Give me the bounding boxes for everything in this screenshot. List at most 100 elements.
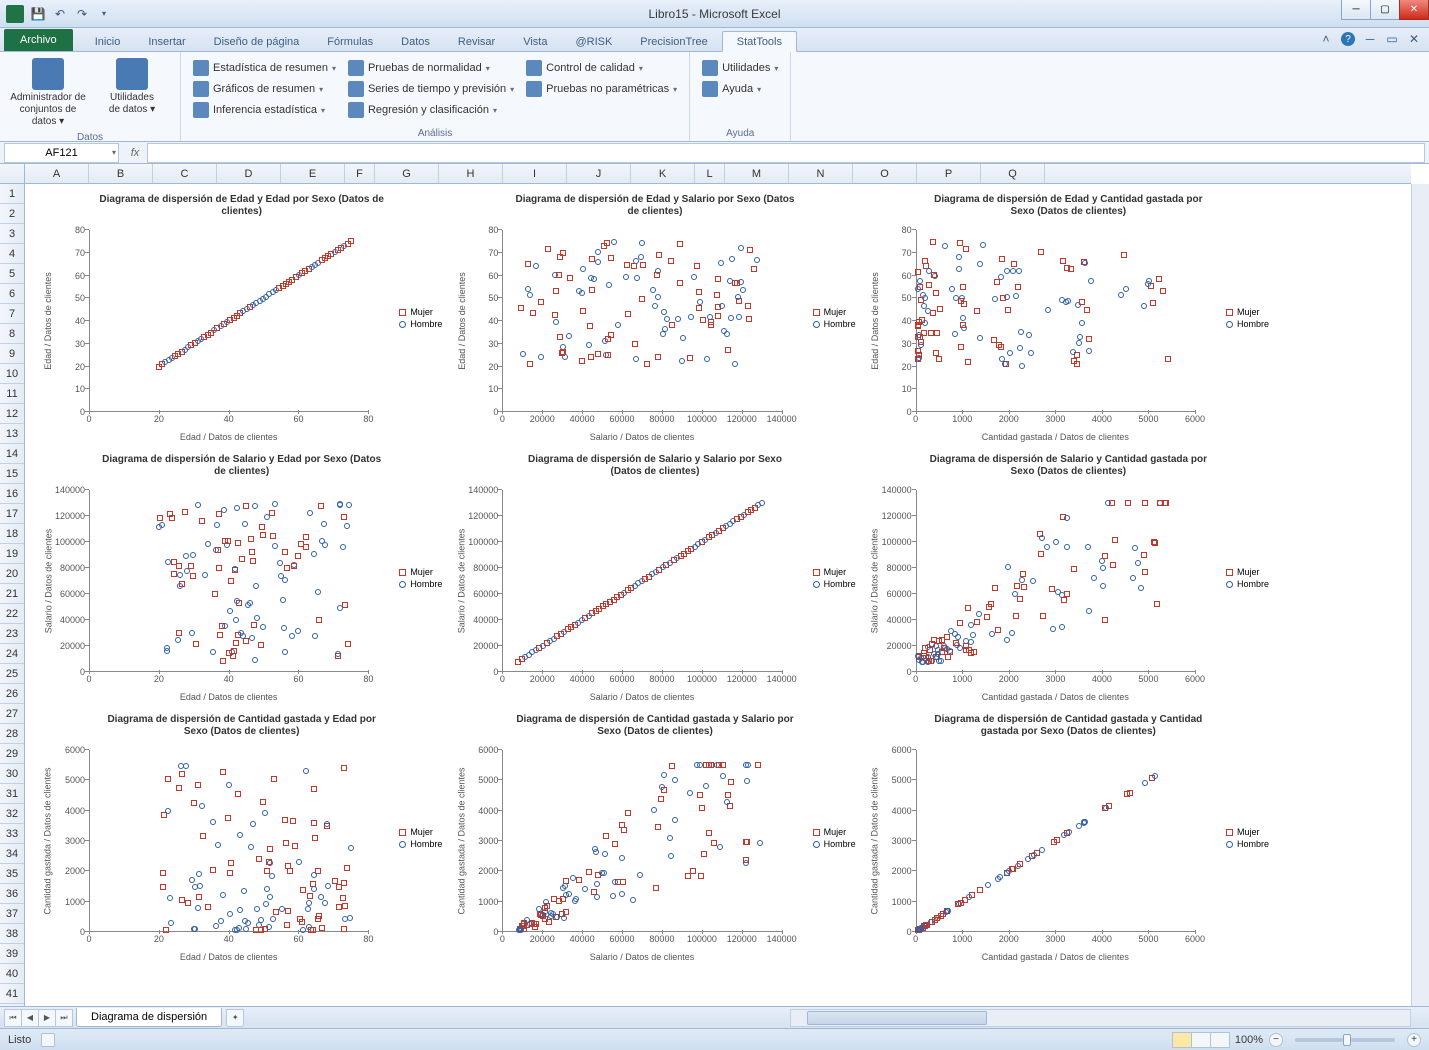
horizontal-scrollbar[interactable] [790,1009,1411,1027]
row-header[interactable]: 15 [0,464,24,484]
chart-panel[interactable]: Diagrama de dispersión de Cantidad gasta… [448,708,861,968]
chart-panel[interactable]: Diagrama de dispersión de Edad y Salario… [448,188,861,448]
row-header[interactable]: 12 [0,404,24,424]
column-header[interactable]: J [567,164,631,183]
row-header[interactable]: 26 [0,684,24,704]
row-header[interactable]: 24 [0,644,24,664]
formula-input[interactable] [147,143,1425,163]
sheet-nav-next[interactable]: ▶ [38,1009,56,1027]
row-header[interactable]: 28 [0,724,24,744]
tab-stattools[interactable]: StatTools [722,31,797,52]
select-all-corner[interactable] [0,164,25,184]
tab-revisar[interactable]: Revisar [444,32,509,51]
tab-datos[interactable]: Datos [387,32,444,51]
sheet-nav-prev[interactable]: ◀ [21,1009,39,1027]
zoom-out-button[interactable]: − [1269,1033,1283,1047]
minimize-ribbon-icon[interactable]: ˄ [1319,32,1333,46]
ribbon-item[interactable]: Gráficos de resumen▾ [189,79,340,99]
row-header[interactable]: 29 [0,744,24,764]
row-header[interactable]: 23 [0,624,24,644]
horizontal-scrollbar-thumb[interactable] [807,1011,987,1025]
row-header[interactable]: 37 [0,904,24,924]
ribbon-utilidades[interactable]: Utilidadesde datos ▾ [92,56,172,130]
column-header[interactable]: D [217,164,281,183]
tab-precisiontree[interactable]: PrecisionTree [626,32,721,51]
ribbon-item[interactable]: Control de calidad▾ [522,58,681,78]
row-header[interactable]: 31 [0,784,24,804]
redo-icon[interactable]: ↷ [74,6,90,22]
help-icon[interactable]: ? [1341,32,1355,46]
ribbon-item[interactable]: Pruebas no paramétricas▾ [522,79,681,99]
tab-insertar[interactable]: Insertar [134,32,199,51]
column-header[interactable]: H [439,164,503,183]
view-layout-button[interactable] [1191,1032,1211,1048]
row-header[interactable]: 17 [0,504,24,524]
column-header[interactable]: B [89,164,153,183]
zoom-slider-thumb[interactable] [1343,1034,1351,1046]
tab-vista[interactable]: Vista [509,32,561,51]
ribbon-administrador-de[interactable]: Administrador deconjuntos de datos ▾ [8,56,88,130]
column-header[interactable]: M [725,164,789,183]
column-header[interactable]: O [853,164,917,183]
ribbon-item[interactable]: Ayuda▾ [698,79,782,99]
row-header[interactable]: 2 [0,204,24,224]
maximize-button[interactable]: ▢ [1370,0,1400,20]
minimize-button[interactable]: ─ [1341,0,1371,20]
column-header[interactable]: K [631,164,695,183]
row-header[interactable]: 11 [0,384,24,404]
undo-icon[interactable]: ↶ [52,6,68,22]
sheet-nav-last[interactable]: ⏭ [55,1009,73,1027]
row-header[interactable]: 25 [0,664,24,684]
sheet-nav-first[interactable]: ⏮ [4,1009,22,1027]
close-button[interactable]: ✕ [1399,0,1429,20]
row-header[interactable]: 40 [0,964,24,984]
sheet-tab[interactable]: Diagrama de dispersión [76,1008,222,1027]
zoom-slider[interactable] [1295,1038,1395,1042]
row-header[interactable]: 35 [0,864,24,884]
chart-panel[interactable]: Diagrama de dispersión de Salario y Edad… [35,448,448,708]
macro-record-icon[interactable] [41,1033,55,1047]
view-normal-button[interactable] [1172,1032,1192,1048]
column-header[interactable]: F [345,164,375,183]
row-header[interactable]: 5 [0,264,24,284]
zoom-in-button[interactable]: + [1407,1033,1421,1047]
chart-panel[interactable]: Diagrama de dispersión de Edad y Edad po… [35,188,448,448]
row-header[interactable]: 3 [0,224,24,244]
row-header[interactable]: 8 [0,324,24,344]
row-header[interactable]: 36 [0,884,24,904]
row-header[interactable]: 19 [0,544,24,564]
column-header[interactable]: E [281,164,345,183]
chart-panel[interactable]: Diagrama de dispersión de Cantidad gasta… [35,708,448,968]
row-header[interactable]: 27 [0,704,24,724]
row-header[interactable]: 9 [0,344,24,364]
column-header[interactable]: A [25,164,89,183]
tab-diseodepgina[interactable]: Diseño de página [200,32,314,51]
name-box[interactable]: AF121▾ [4,143,119,163]
column-header[interactable]: L [695,164,725,183]
ribbon-item[interactable]: Utilidades▾ [698,58,782,78]
vertical-scrollbar[interactable] [1411,184,1429,1006]
chart-panel[interactable]: Diagrama de dispersión de Cantidad gasta… [862,708,1275,968]
column-header[interactable]: C [153,164,217,183]
tab-risk[interactable]: @RISK [561,32,626,51]
row-header[interactable]: 22 [0,604,24,624]
row-header[interactable]: 39 [0,944,24,964]
row-header[interactable]: 7 [0,304,24,324]
new-sheet-button[interactable]: ✦ [226,1009,244,1027]
row-header[interactable]: 1 [0,184,24,204]
row-header[interactable]: 30 [0,764,24,784]
grid[interactable]: Diagrama de dispersión de Edad y Edad po… [25,184,1411,1006]
window-restore-icon[interactable]: ▭ [1385,32,1399,46]
ribbon-item[interactable]: Pruebas de normalidad▾ [344,58,518,78]
qat-dropdown-icon[interactable]: ▾ [96,6,112,22]
tab-inicio[interactable]: Inicio [81,32,135,51]
view-pagebreak-button[interactable] [1210,1032,1230,1048]
tab-frmulas[interactable]: Fórmulas [313,32,387,51]
row-header[interactable]: 41 [0,984,24,1004]
row-header[interactable]: 16 [0,484,24,504]
column-header[interactable]: Q [981,164,1045,183]
chart-panel[interactable]: Diagrama de dispersión de Salario y Cant… [862,448,1275,708]
row-header[interactable]: 38 [0,924,24,944]
row-header[interactable]: 6 [0,284,24,304]
row-header[interactable]: 21 [0,584,24,604]
